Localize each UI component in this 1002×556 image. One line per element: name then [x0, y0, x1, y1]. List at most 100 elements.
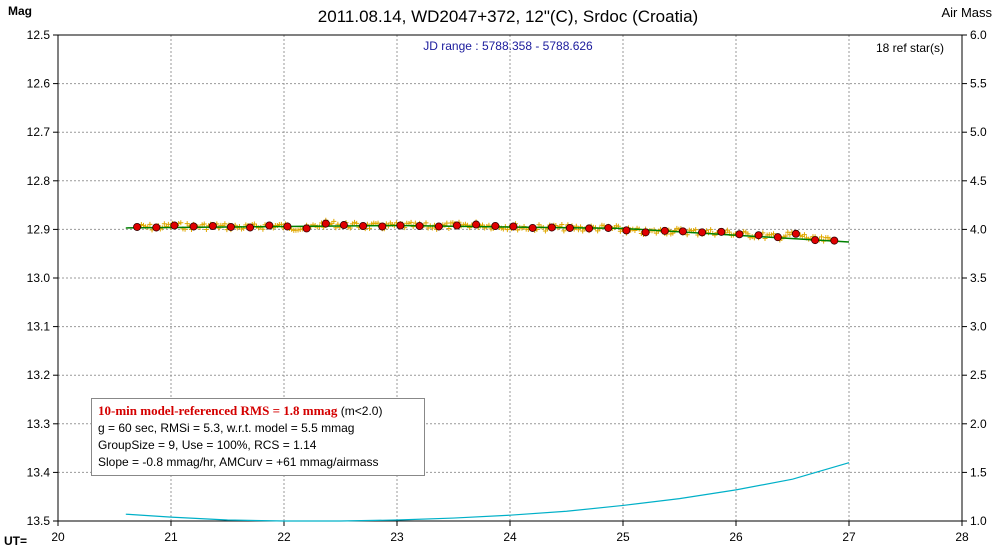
y-right-tick-label: 3.5: [970, 271, 987, 285]
binned-point: [565, 223, 574, 232]
individual-point: [222, 221, 228, 227]
binned-point: [717, 227, 726, 236]
y-right-tick-label: 6.0: [970, 28, 987, 42]
y-left-tick-label: 12.7: [27, 125, 51, 139]
binned-point: [491, 221, 500, 230]
individual-point: [693, 227, 699, 233]
individual-point: [147, 221, 153, 227]
binned-point: [378, 222, 387, 231]
y-right-tick-label: 5.5: [970, 77, 987, 91]
binned-point: [265, 221, 274, 230]
individual-point: [375, 220, 381, 226]
individual-point: [161, 221, 167, 227]
binned-point: [585, 224, 594, 233]
x-tick-label: 23: [390, 530, 404, 544]
ref-stars-label: 18 ref star(s): [876, 41, 944, 55]
binned-point: [660, 226, 669, 235]
binned-point: [773, 233, 782, 242]
binned-point: [434, 222, 443, 231]
airmass-curve: [125, 462, 850, 522]
individual-point: [331, 218, 337, 224]
airmass-series: [125, 462, 850, 522]
stats-line-4: Slope = -0.8 mmag/hr, AMCurv = +61 mmag/…: [98, 455, 379, 469]
y-axis-right-label: Air Mass: [941, 5, 992, 20]
y-right-tick-label: 5.0: [970, 125, 987, 139]
x-tick-label: 27: [842, 530, 856, 544]
y-right-tick-label: 4.0: [970, 222, 987, 236]
y-left-tick-label: 12.8: [27, 174, 51, 188]
x-tick-label: 22: [277, 530, 291, 544]
y-left-tick-label: 13.3: [27, 417, 51, 431]
binned-point: [170, 221, 179, 230]
binned-point: [208, 221, 217, 230]
individual-point: [367, 225, 373, 231]
binned-point: [791, 229, 800, 238]
individual-point: [561, 228, 567, 234]
binned-point: [321, 219, 330, 228]
individual-point: [408, 219, 414, 225]
y-left-tick-label: 12.9: [27, 222, 51, 236]
binned-point: [452, 221, 461, 230]
binned-point: [472, 220, 481, 229]
axis-ticks: 20 21 22 23 24 25 26 27 28 12.5 12.6 12.7 12.8 12.9 13…: [27, 28, 987, 544]
binned-point: [302, 224, 311, 233]
individual-point: [201, 221, 207, 227]
chart-title: 2011.08.14, WD2047+372, 12"(C), Srdoc (C…: [318, 7, 698, 26]
stats-rms-line: 10-min model-referenced RMS = 1.8 mmag: [98, 403, 338, 418]
y-right-tick-label: 1.0: [970, 514, 987, 528]
binned-point: [152, 223, 161, 232]
y-right-tick-label: 2.5: [970, 368, 987, 382]
y-right-tick-label: 1.5: [970, 465, 987, 479]
y-right-tick-label: 3.0: [970, 320, 987, 334]
y-right-tick-label: 4.5: [970, 174, 987, 188]
binned-point: [811, 236, 820, 245]
binned-point: [604, 223, 613, 232]
binned-point: [359, 221, 368, 230]
y-left-tick-label: 13.1: [27, 320, 51, 334]
y-left-tick-label: 13.0: [27, 271, 51, 285]
individual-point: [819, 234, 825, 240]
x-tick-label: 24: [503, 530, 517, 544]
y-left-tick-label: 13.2: [27, 368, 51, 382]
individual-point: [178, 220, 184, 226]
binned-point: [641, 228, 650, 237]
binned-point: [698, 228, 707, 237]
y-left-tick-label: 13.5: [27, 514, 51, 528]
binned-point: [339, 221, 348, 230]
y-axis-left-label: Mag: [8, 4, 32, 18]
y-left-tick-label: 12.6: [27, 77, 51, 91]
individual-point: [423, 220, 429, 226]
chart-subtitle: JD range : 5788.358 - 5788.626: [423, 39, 593, 53]
binned-point: [735, 230, 744, 239]
individual-point: [684, 232, 690, 238]
individual-point: [260, 226, 266, 232]
binned-point: [509, 222, 518, 231]
binned-point: [396, 221, 405, 230]
x-tick-label: 21: [164, 530, 178, 544]
binned-point: [246, 223, 255, 232]
stats-line-2: g = 60 sec, RMSi = 5.3, w.r.t. model = 5…: [98, 421, 355, 435]
x-tick-label: 20: [51, 530, 65, 544]
binned-point: [283, 222, 292, 231]
x-tick-label: 28: [955, 530, 969, 544]
binned-point: [547, 223, 556, 232]
grid-lines: [58, 35, 962, 521]
individual-point: [801, 232, 807, 238]
binned-point: [528, 223, 537, 232]
y-left-tick-label: 12.5: [27, 28, 51, 42]
individual-point: [726, 229, 732, 235]
binned-point: [754, 231, 763, 240]
binned-point: [622, 226, 631, 235]
individual-point: [354, 220, 360, 226]
binned-point: [415, 221, 424, 230]
individual-points-series: [134, 217, 835, 244]
y-left-tick-label: 13.4: [27, 465, 51, 479]
y-right-tick-label: 2.0: [970, 417, 987, 431]
stats-rms-suffix: (m<2.0): [337, 404, 383, 418]
stats-line-3: GroupSize = 9, Use = 100%, RCS = 1.14: [98, 438, 317, 452]
binned-points-series: [133, 219, 839, 245]
binned-point: [189, 222, 198, 231]
individual-point: [708, 227, 714, 233]
binned-point: [133, 222, 142, 231]
